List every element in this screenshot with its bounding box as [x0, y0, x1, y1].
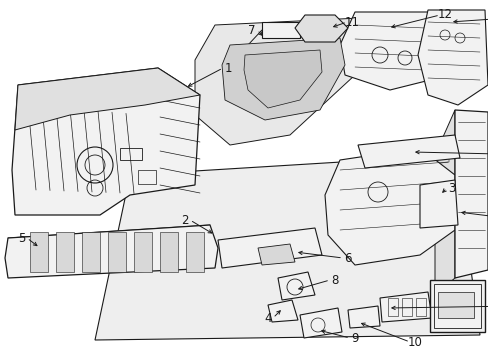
Bar	[138, 170, 156, 184]
Polygon shape	[267, 300, 297, 322]
Polygon shape	[5, 225, 218, 278]
Polygon shape	[437, 292, 473, 318]
Text: 12: 12	[437, 9, 451, 22]
Polygon shape	[108, 232, 126, 272]
Text: 1: 1	[224, 62, 231, 75]
Bar	[387, 298, 397, 316]
Polygon shape	[379, 292, 431, 322]
Polygon shape	[339, 12, 439, 90]
Polygon shape	[434, 110, 454, 295]
Polygon shape	[347, 306, 379, 328]
Polygon shape	[294, 15, 347, 42]
Text: 8: 8	[331, 274, 338, 287]
Text: 2: 2	[181, 213, 188, 226]
Text: 11: 11	[344, 15, 359, 28]
Bar	[120, 148, 142, 160]
Text: 5: 5	[18, 231, 26, 244]
Polygon shape	[56, 232, 74, 272]
Polygon shape	[30, 232, 48, 272]
Text: 6: 6	[344, 252, 351, 265]
Polygon shape	[299, 308, 341, 338]
Text: 10: 10	[407, 336, 422, 348]
Polygon shape	[195, 18, 367, 145]
Polygon shape	[417, 10, 487, 105]
Polygon shape	[454, 110, 487, 278]
Polygon shape	[222, 38, 345, 120]
Polygon shape	[15, 68, 200, 130]
Text: 4: 4	[264, 311, 271, 324]
Polygon shape	[278, 272, 314, 300]
Polygon shape	[185, 232, 203, 272]
Polygon shape	[160, 232, 178, 272]
Bar	[433, 284, 480, 328]
Polygon shape	[419, 180, 457, 228]
Polygon shape	[325, 148, 454, 265]
Polygon shape	[244, 50, 321, 108]
Bar	[429, 280, 484, 332]
Text: 7: 7	[248, 23, 255, 36]
Polygon shape	[82, 232, 100, 272]
Text: 9: 9	[350, 332, 358, 345]
Bar	[415, 298, 425, 316]
Polygon shape	[95, 155, 479, 340]
Polygon shape	[134, 232, 152, 272]
Polygon shape	[262, 22, 299, 38]
Polygon shape	[357, 135, 459, 168]
Bar	[401, 298, 411, 316]
Polygon shape	[12, 68, 200, 215]
Text: 3: 3	[447, 181, 455, 194]
Polygon shape	[218, 228, 321, 268]
Polygon shape	[258, 244, 294, 265]
